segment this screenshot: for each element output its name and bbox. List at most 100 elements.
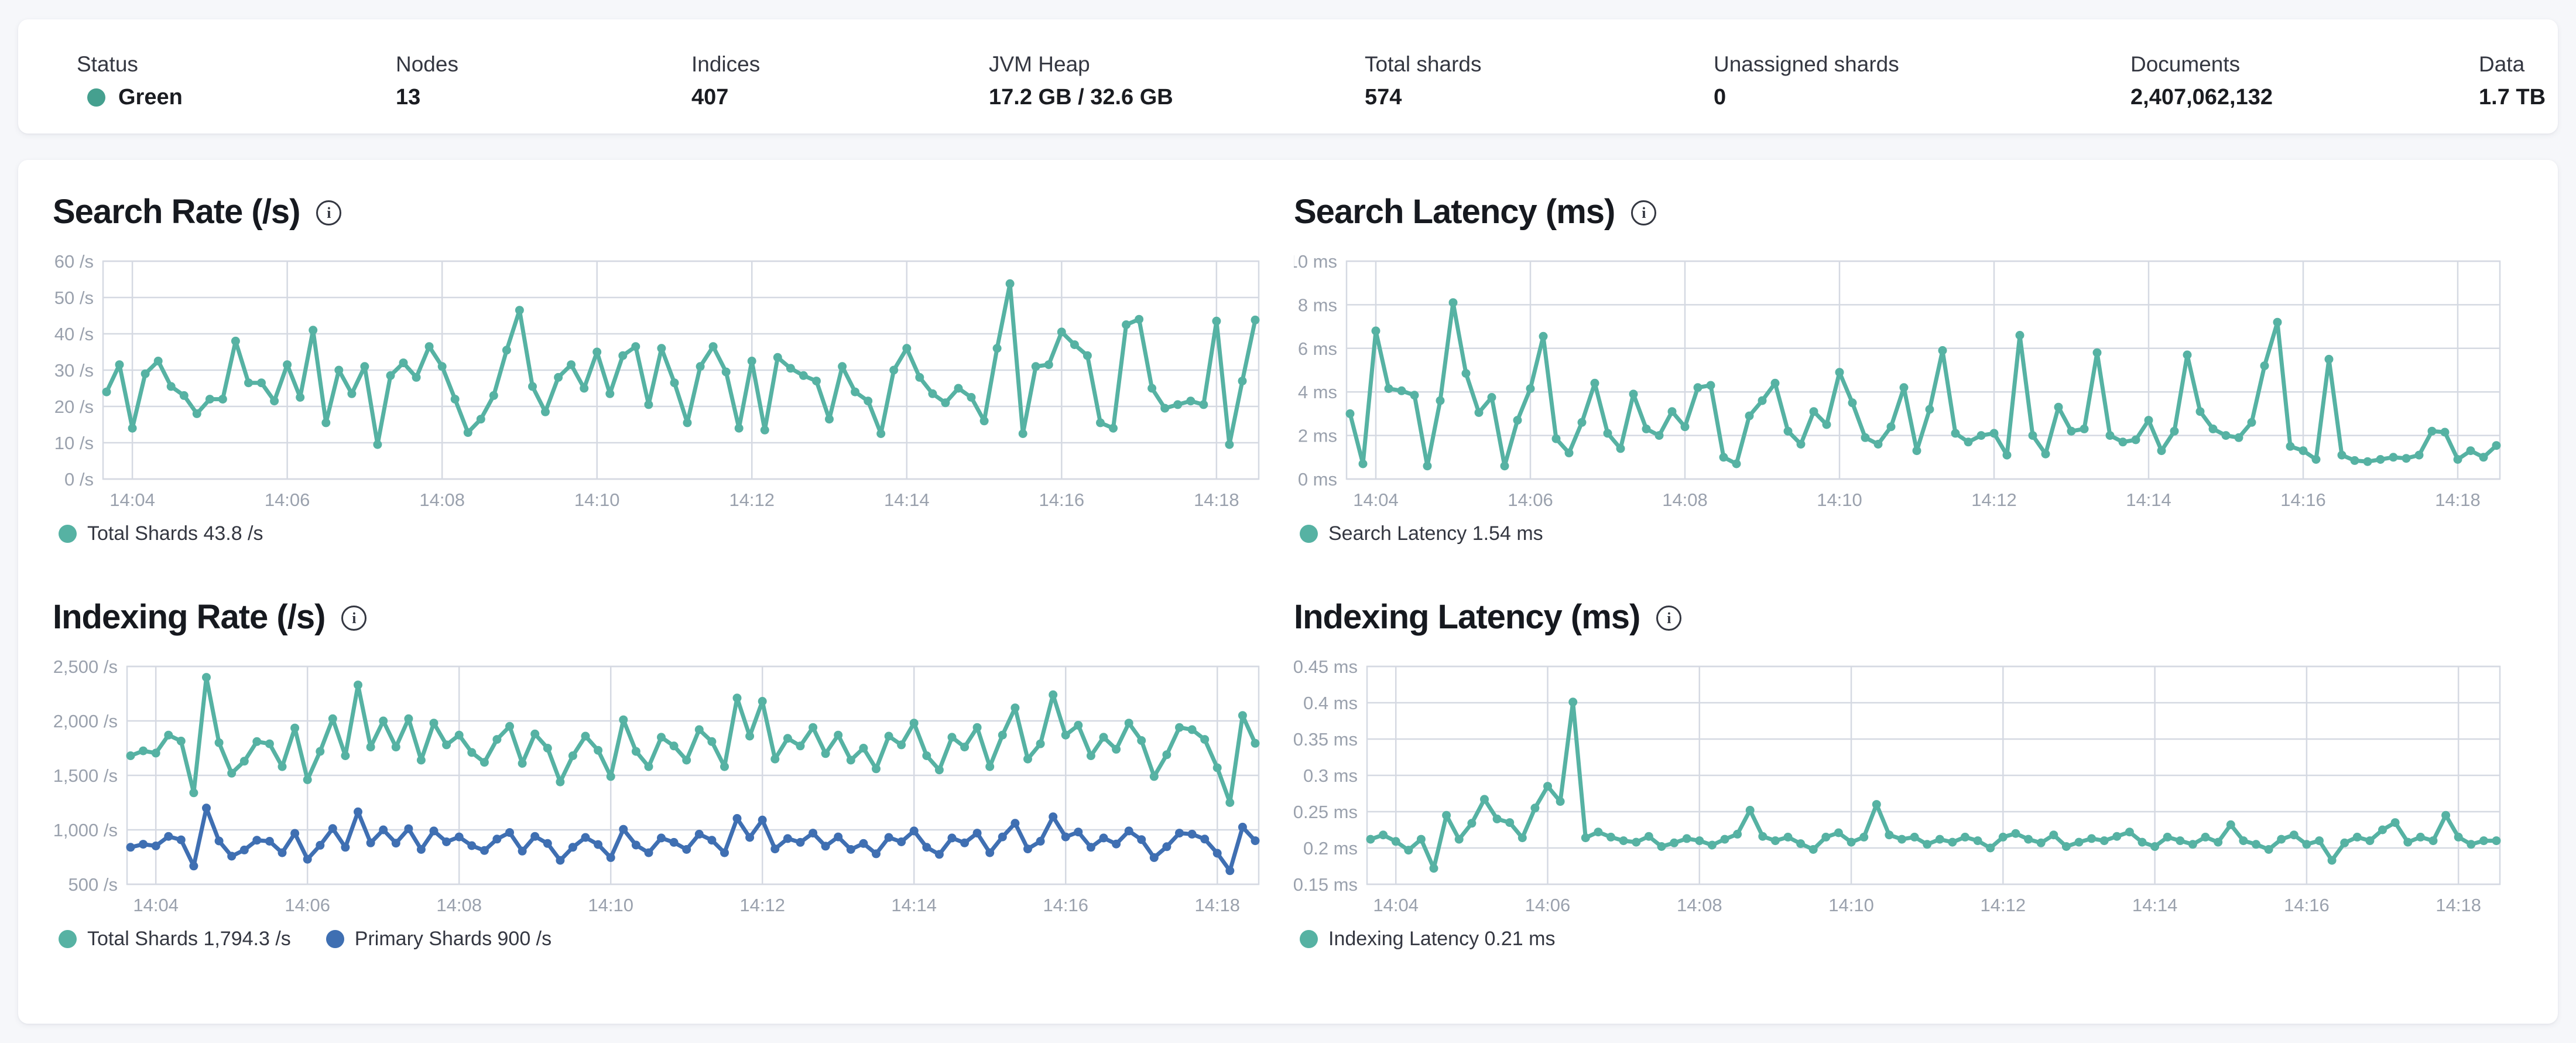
svg-text:14:16: 14:16: [1039, 490, 1085, 510]
svg-text:0.2 ms: 0.2 ms: [1303, 838, 1358, 859]
health-dot-icon: [87, 88, 105, 107]
svg-text:6 ms: 6 ms: [1298, 338, 1337, 359]
svg-text:14:18: 14:18: [1194, 895, 1240, 915]
svg-text:14:08: 14:08: [436, 895, 482, 915]
svg-text:14:04: 14:04: [1373, 895, 1419, 915]
svg-text:60 /s: 60 /s: [54, 252, 94, 272]
legend-dot-icon: [59, 930, 77, 948]
svg-text:14:12: 14:12: [739, 895, 785, 915]
svg-text:4 ms: 4 ms: [1298, 382, 1337, 402]
stat-label: Nodes: [396, 52, 458, 76]
stat-label: Status: [77, 52, 138, 76]
svg-text:50 /s: 50 /s: [54, 288, 94, 308]
svg-text:14:08: 14:08: [1662, 490, 1708, 510]
legend-label: Search Latency 1.54 ms: [1328, 522, 1543, 545]
stat-value-text: 574: [1365, 85, 1402, 110]
stat-label: Data: [2479, 52, 2525, 76]
legend-item: Total Shards 1,794.3 /s: [59, 928, 291, 950]
svg-text:14:04: 14:04: [1353, 490, 1399, 510]
svg-text:14:14: 14:14: [2132, 895, 2178, 915]
svg-text:14:10: 14:10: [574, 490, 620, 510]
svg-text:14:12: 14:12: [729, 490, 775, 510]
indexing-latency-plot[interactable]: 0.15 ms 0.2 ms 0.25 ms 0.3 ms 0.35 ms 0.4 ms 0…: [1294, 657, 2506, 926]
svg-text:0.25 ms: 0.25 ms: [1294, 802, 1358, 822]
stat-value-text: 1.7 TB: [2479, 85, 2546, 110]
svg-text:1,500 /s: 1,500 /s: [53, 765, 118, 786]
chart-indexing-rate: Indexing Rate (/s) i 500 /s 1,000 /s 1,500…: [53, 599, 1265, 950]
legend-label: Indexing Latency 0.21 ms: [1328, 928, 1556, 950]
cluster-status-bar: Status Green Nodes 13 Indices 407 JVM He…: [18, 19, 2558, 134]
svg-text:14:14: 14:14: [891, 895, 937, 915]
svg-text:14:08: 14:08: [1677, 895, 1722, 915]
svg-text:14:12: 14:12: [1971, 490, 2017, 510]
legend-dot-icon: [326, 930, 344, 948]
chart-title: Search Latency (ms): [1294, 193, 1615, 231]
legend-dot-icon: [1300, 930, 1318, 948]
svg-text:500 /s: 500 /s: [68, 874, 118, 895]
info-icon[interactable]: i: [341, 606, 367, 631]
legend-label: Primary Shards 900 /s: [354, 928, 552, 950]
legend-item: Indexing Latency 0.21 ms: [1300, 928, 1555, 950]
chart-search-rate: Search Rate (/s) i 0 /s 10 /s 20 /s 30 /s 40…: [53, 193, 1265, 545]
info-icon[interactable]: i: [1631, 200, 1657, 225]
svg-text:0.45 ms: 0.45 ms: [1294, 657, 1358, 677]
legend-label: Total Shards 43.8 /s: [87, 522, 263, 545]
chart-title: Indexing Latency (ms): [1294, 598, 1640, 636]
svg-text:14:18: 14:18: [2435, 490, 2481, 510]
svg-text:14:16: 14:16: [1043, 895, 1088, 915]
legend-item: Primary Shards 900 /s: [326, 928, 551, 950]
legend-dot-icon: [59, 525, 77, 543]
chart-title: Search Rate (/s): [53, 193, 300, 231]
svg-text:2,500 /s: 2,500 /s: [53, 657, 118, 677]
search-latency-plot[interactable]: 0 ms 2 ms 4 ms 6 ms 8 ms 10 ms 14:04 14:06 14:08…: [1294, 252, 2506, 521]
svg-text:10 /s: 10 /s: [54, 433, 94, 453]
chart-legend: Search Latency 1.54 ms: [1294, 522, 2506, 545]
svg-text:0.15 ms: 0.15 ms: [1294, 874, 1358, 895]
svg-text:1,000 /s: 1,000 /s: [53, 820, 118, 840]
svg-text:2 ms: 2 ms: [1298, 426, 1337, 446]
stat-value-text: 2,407,062,132: [2130, 85, 2273, 110]
svg-text:0.3 ms: 0.3 ms: [1303, 765, 1358, 786]
svg-text:14:10: 14:10: [1828, 895, 1874, 915]
stat-value-text: Green: [118, 85, 183, 110]
svg-text:10 ms: 10 ms: [1294, 252, 1337, 272]
charts-panel: Search Rate (/s) i 0 /s 10 /s 20 /s 30 /s 40…: [18, 160, 2558, 1024]
stat-label: Indices: [691, 52, 761, 76]
chart-search-latency: Search Latency (ms) i 0 ms 2 ms 4 ms 6 ms 8 …: [1294, 193, 2506, 545]
svg-text:0.4 ms: 0.4 ms: [1303, 693, 1358, 713]
stat-value-text: 407: [691, 85, 729, 110]
svg-text:14:06: 14:06: [265, 490, 310, 510]
svg-text:14:06: 14:06: [1508, 490, 1553, 510]
svg-text:40 /s: 40 /s: [54, 324, 94, 344]
stat-value-text: 13: [396, 85, 421, 110]
stat-label: Documents: [2130, 52, 2241, 76]
svg-text:14:16: 14:16: [2284, 895, 2330, 915]
svg-text:0 ms: 0 ms: [1298, 469, 1337, 490]
chart-indexing-latency: Indexing Latency (ms) i 0.15 ms 0.2 ms 0.2…: [1294, 599, 2506, 950]
indexing-rate-plot[interactable]: 500 /s 1,000 /s 1,500 /s 2,000 /s 2,500 /s 14…: [53, 657, 1265, 926]
svg-text:14:18: 14:18: [1194, 490, 1239, 510]
svg-text:14:06: 14:06: [285, 895, 330, 915]
stat-label: JVM Heap: [989, 52, 1090, 76]
svg-text:14:10: 14:10: [588, 895, 633, 915]
svg-text:14:16: 14:16: [2280, 490, 2326, 510]
svg-text:14:06: 14:06: [1525, 895, 1571, 915]
svg-text:14:14: 14:14: [2126, 490, 2171, 510]
legend-dot-icon: [1300, 525, 1318, 543]
stat-value-text: 0: [1714, 85, 1727, 110]
svg-text:30 /s: 30 /s: [54, 360, 94, 381]
svg-text:8 ms: 8 ms: [1298, 295, 1337, 315]
stat-label: Unassigned shards: [1714, 52, 1899, 76]
chart-legend: Total Shards 1,794.3 /s Primary Shards 90…: [53, 928, 1265, 950]
svg-text:14:12: 14:12: [1981, 895, 2026, 915]
info-icon[interactable]: i: [1656, 606, 1682, 631]
info-icon[interactable]: i: [316, 200, 342, 225]
svg-text:0.35 ms: 0.35 ms: [1294, 729, 1358, 750]
search-rate-plot[interactable]: 0 /s 10 /s 20 /s 30 /s 40 /s 50 /s 60 /s 14:04 1…: [53, 252, 1265, 521]
svg-text:2,000 /s: 2,000 /s: [53, 711, 118, 731]
chart-title: Indexing Rate (/s): [53, 598, 326, 636]
svg-text:14:04: 14:04: [133, 895, 179, 915]
legend-item: Search Latency 1.54 ms: [1300, 522, 1543, 545]
svg-text:14:18: 14:18: [2435, 895, 2481, 915]
stat-label: Total shards: [1365, 52, 1482, 76]
